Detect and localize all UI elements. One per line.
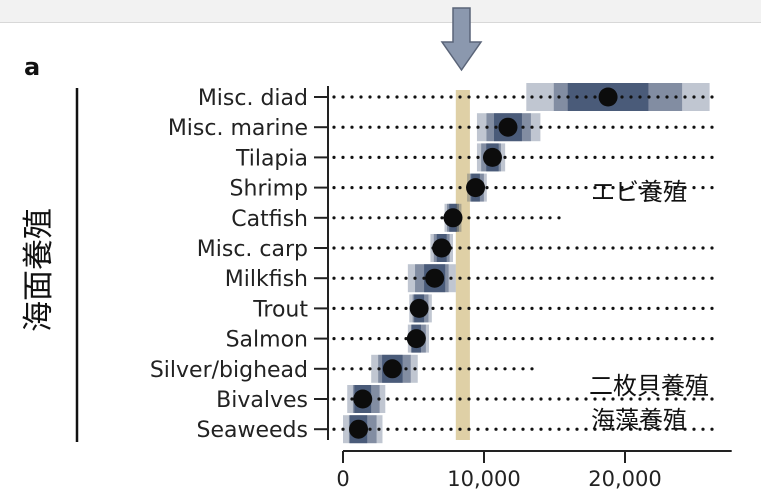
data-point-9	[382, 359, 402, 379]
data-point-1	[498, 117, 518, 137]
category-label-10: Bivalves	[216, 388, 308, 413]
side-label-group: 海面養殖	[21, 208, 57, 332]
category-label-5: Misc. carp	[197, 237, 308, 262]
data-point-10	[353, 389, 373, 409]
guide-dots-layer	[332, 95, 719, 431]
data-point-0	[598, 87, 618, 107]
data-point-5	[432, 238, 452, 258]
category-label-6: Milkfish	[225, 267, 308, 292]
data-point-7	[409, 298, 429, 318]
panel-letter: a	[24, 53, 40, 81]
x-tick-label-2: 20,000	[588, 467, 661, 491]
indicator-arrow-icon	[440, 7, 483, 72]
category-label-11: Seaweeds	[197, 418, 308, 443]
data-point-3	[466, 178, 486, 198]
category-label-0: Misc. diad	[198, 86, 308, 111]
annotation-bivalves: 二枚貝養殖	[589, 372, 709, 400]
category-label-8: Salmon	[226, 328, 308, 353]
side-label: 海面養殖	[21, 208, 57, 332]
category-label-9: Silver/bighead	[150, 358, 308, 383]
data-point-6	[425, 268, 445, 288]
annotation-shrimp: エビ養殖	[591, 178, 687, 206]
band-layer	[455, 90, 470, 440]
annotation-seaweeds: 海藻養殖	[591, 406, 687, 434]
data-point-4	[443, 208, 463, 228]
x-tick-label-1: 10,000	[447, 467, 520, 491]
category-labels: Misc. diad Misc. marine Tilapia Shrimp Catfi…	[150, 86, 309, 443]
category-label-1: Misc. marine	[168, 116, 308, 141]
axis-layer: 0 10,000 20,000	[314, 86, 732, 491]
category-label-7: Trout	[252, 297, 308, 322]
category-label-2: Tilapia	[235, 146, 308, 171]
top-strip	[0, 0, 761, 23]
reference-band	[455, 90, 470, 440]
category-label-3: Shrimp	[230, 177, 308, 202]
data-point-8	[406, 329, 426, 349]
category-label-4: Catfish	[231, 207, 308, 232]
points-layer	[349, 87, 618, 439]
data-point-2	[482, 147, 502, 167]
data-point-11	[349, 419, 369, 439]
x-tick-label-0: 0	[336, 467, 349, 491]
